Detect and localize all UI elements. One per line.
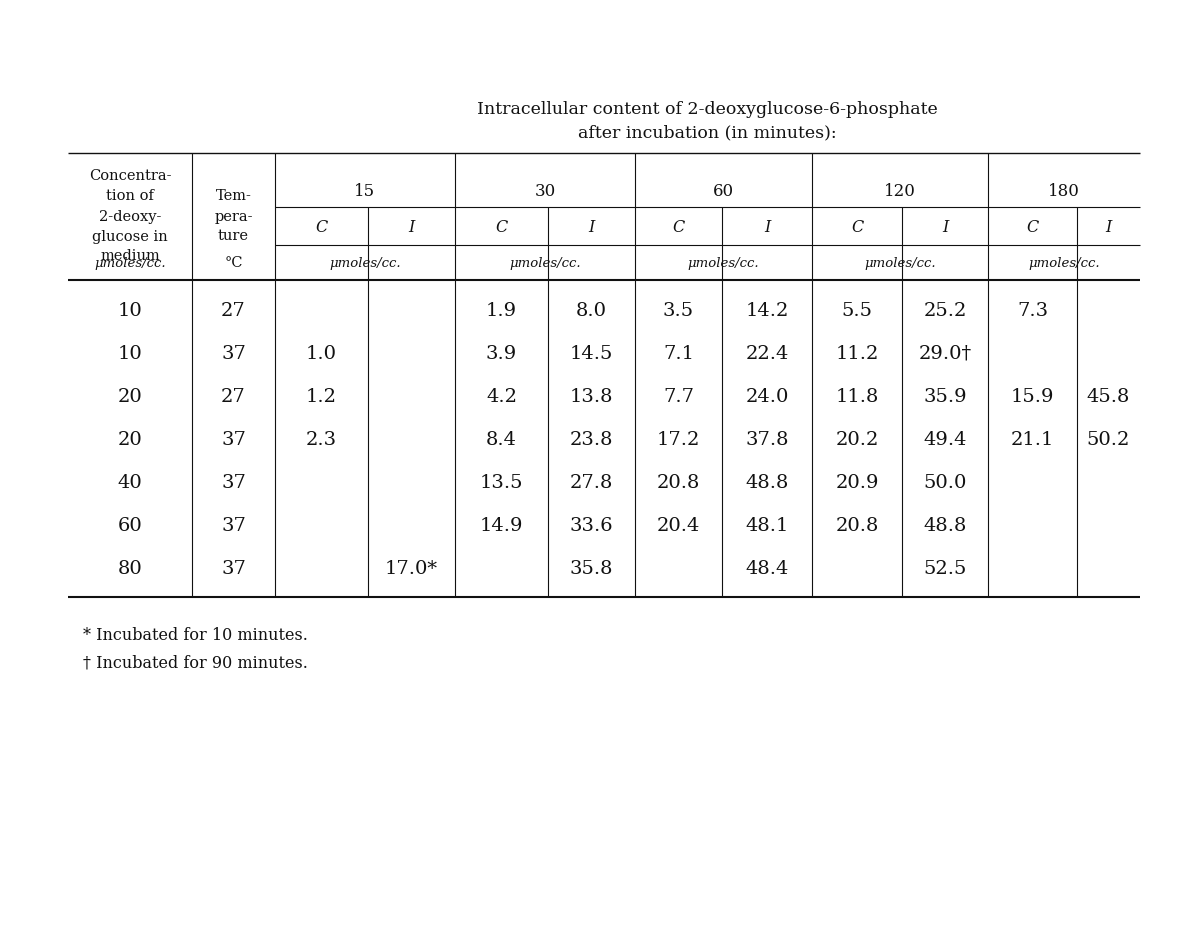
Text: 60: 60: [713, 184, 734, 200]
Text: 27: 27: [221, 388, 246, 406]
Text: 20.8: 20.8: [656, 474, 700, 492]
Text: 3.9: 3.9: [486, 345, 517, 363]
Text: 35.8: 35.8: [570, 560, 613, 578]
Text: 52.5: 52.5: [923, 560, 967, 578]
Text: 48.8: 48.8: [923, 517, 967, 535]
Text: μmoles/cc.: μmoles/cc.: [329, 256, 401, 269]
Text: μmoles/cc.: μmoles/cc.: [1028, 256, 1100, 269]
Text: C: C: [1026, 220, 1039, 237]
Text: 23.8: 23.8: [570, 431, 613, 449]
Text: C: C: [672, 220, 685, 237]
Text: 20.9: 20.9: [835, 474, 878, 492]
Text: 1.9: 1.9: [486, 302, 517, 320]
Text: 10: 10: [118, 345, 143, 363]
Text: 50.2: 50.2: [1087, 431, 1130, 449]
Text: 37: 37: [221, 431, 246, 449]
Text: 35.9: 35.9: [923, 388, 967, 406]
Text: 11.2: 11.2: [835, 345, 878, 363]
Text: I: I: [1105, 220, 1111, 237]
Text: † Incubated for 90 minutes.: † Incubated for 90 minutes.: [83, 654, 308, 671]
Text: 33.6: 33.6: [570, 517, 613, 535]
Text: 37: 37: [221, 474, 246, 492]
Text: 8.4: 8.4: [486, 431, 517, 449]
Text: Tem-: Tem-: [216, 189, 252, 203]
Text: I: I: [588, 220, 595, 237]
Text: Intracellular content of 2-deoxyglucose-6-phosphate: Intracellular content of 2-deoxyglucose-…: [478, 102, 938, 118]
Text: 15.9: 15.9: [1010, 388, 1055, 406]
Text: medium: medium: [100, 250, 160, 264]
Text: 7.1: 7.1: [662, 345, 694, 363]
Text: 48.8: 48.8: [745, 474, 788, 492]
Text: tion of: tion of: [106, 189, 154, 203]
Text: 50.0: 50.0: [923, 474, 967, 492]
Text: μmoles/cc.: μmoles/cc.: [864, 256, 936, 269]
Text: 13.5: 13.5: [480, 474, 523, 492]
Text: 48.4: 48.4: [745, 560, 788, 578]
Text: I: I: [942, 220, 948, 237]
Text: 20: 20: [118, 431, 143, 449]
Text: 40: 40: [118, 474, 143, 492]
Text: μmoles/cc.: μmoles/cc.: [509, 256, 581, 269]
Text: 14.5: 14.5: [570, 345, 613, 363]
Text: 2.3: 2.3: [306, 431, 337, 449]
Text: Concentra-: Concentra-: [89, 170, 172, 184]
Text: I: I: [764, 220, 770, 237]
Text: μmoles/cc.: μmoles/cc.: [688, 256, 760, 269]
Text: 7.3: 7.3: [1016, 302, 1048, 320]
Text: 11.8: 11.8: [835, 388, 878, 406]
Text: 37.8: 37.8: [745, 431, 788, 449]
Text: 24.0: 24.0: [745, 388, 788, 406]
Text: μmoles/cc.: μmoles/cc.: [94, 256, 166, 269]
Text: 25.2: 25.2: [923, 302, 967, 320]
Text: C: C: [316, 220, 328, 237]
Text: 45.8: 45.8: [1087, 388, 1130, 406]
Text: 20.8: 20.8: [835, 517, 878, 535]
Text: 7.7: 7.7: [662, 388, 694, 406]
Text: ture: ture: [218, 229, 250, 243]
Text: 13.8: 13.8: [570, 388, 613, 406]
Text: 27: 27: [221, 302, 246, 320]
Text: pera-: pera-: [215, 210, 253, 224]
Text: 37: 37: [221, 345, 246, 363]
Text: 17.2: 17.2: [656, 431, 700, 449]
Text: 48.1: 48.1: [745, 517, 788, 535]
Text: 8.0: 8.0: [576, 302, 607, 320]
Text: 15: 15: [354, 184, 376, 200]
Text: 1.0: 1.0: [306, 345, 337, 363]
Text: 49.4: 49.4: [923, 431, 967, 449]
Text: 2-deoxy-: 2-deoxy-: [98, 210, 161, 224]
Text: 27.8: 27.8: [570, 474, 613, 492]
Text: I: I: [408, 220, 415, 237]
Text: 1.2: 1.2: [306, 388, 337, 406]
Text: 20.2: 20.2: [835, 431, 878, 449]
Text: 80: 80: [118, 560, 143, 578]
Text: 60: 60: [118, 517, 143, 535]
Text: 37: 37: [221, 517, 246, 535]
Text: 29.0†: 29.0†: [918, 345, 972, 363]
Text: * Incubated for 10 minutes.: * Incubated for 10 minutes.: [83, 626, 308, 643]
Text: after incubation (in minutes):: after incubation (in minutes):: [578, 125, 836, 142]
Text: 21.1: 21.1: [1010, 431, 1054, 449]
Text: 120: 120: [884, 184, 916, 200]
Text: °C: °C: [224, 256, 242, 270]
Text: 20.4: 20.4: [656, 517, 700, 535]
Text: C: C: [496, 220, 508, 237]
Text: 37: 37: [221, 560, 246, 578]
Text: 14.2: 14.2: [745, 302, 788, 320]
Text: C: C: [851, 220, 863, 237]
Text: glucose in: glucose in: [92, 229, 168, 243]
Text: 10: 10: [118, 302, 143, 320]
Text: 17.0*: 17.0*: [385, 560, 438, 578]
Text: 5.5: 5.5: [841, 302, 872, 320]
Text: 180: 180: [1048, 184, 1080, 200]
Text: 20: 20: [118, 388, 143, 406]
Text: 3.5: 3.5: [662, 302, 694, 320]
Text: 4.2: 4.2: [486, 388, 517, 406]
Text: 14.9: 14.9: [480, 517, 523, 535]
Text: 22.4: 22.4: [745, 345, 788, 363]
Text: 30: 30: [534, 184, 556, 200]
